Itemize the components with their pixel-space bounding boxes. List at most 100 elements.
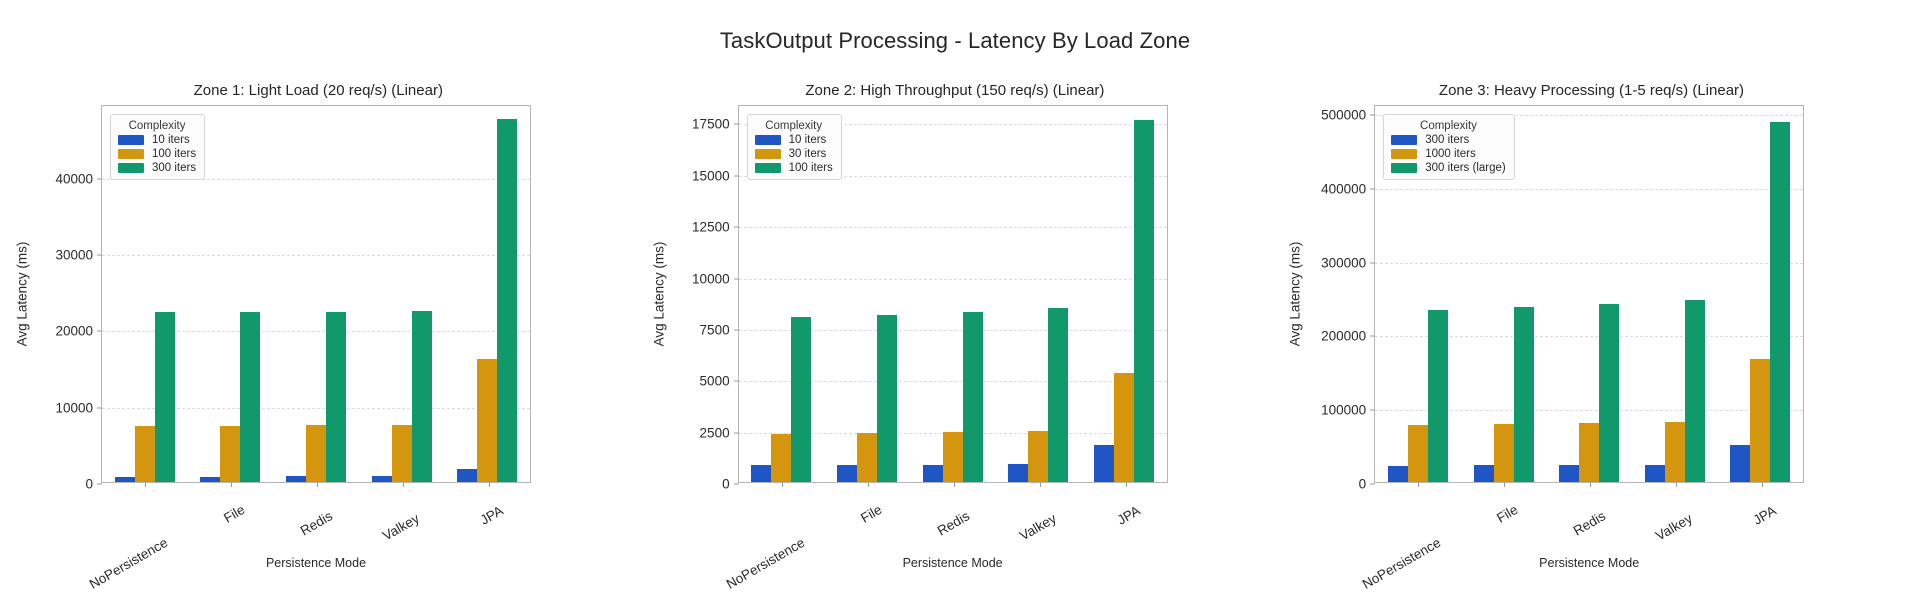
y-tick-label: 0 <box>722 476 730 492</box>
bar <box>876 314 897 482</box>
legend-swatch-icon <box>1391 149 1418 159</box>
legend-item[interactable]: 300 iters <box>118 162 196 174</box>
legend-item[interactable]: 100 iters <box>118 148 196 160</box>
bar-group <box>1473 106 1534 482</box>
bar-group <box>751 106 812 482</box>
bar <box>1048 308 1069 482</box>
bar <box>1093 445 1114 482</box>
bar <box>1407 425 1428 482</box>
plot-axes: 0 100000 200000 300000 400000 500000 NoPersist… <box>1321 105 1805 592</box>
y-tick-label: 17500 <box>692 116 730 132</box>
chart-legend[interactable]: Complexity 300 iters 1000 iters 300 iters (… <box>1383 114 1515 180</box>
x-tick-mark <box>953 482 955 487</box>
bar <box>942 432 963 482</box>
legend-item[interactable]: 300 iters (large) <box>1391 162 1506 174</box>
y-gridline <box>102 331 530 333</box>
x-tick-label: Valkey <box>1016 510 1059 544</box>
y-gridline <box>738 175 1167 177</box>
y-gridline <box>738 227 1167 229</box>
bar <box>1579 423 1600 482</box>
y-tick-mark <box>97 178 102 180</box>
bar-group <box>1387 106 1448 482</box>
bar <box>154 312 175 482</box>
y-tick-label: 100000 <box>1321 402 1367 418</box>
bar <box>1770 122 1791 482</box>
x-tick-mark <box>1039 482 1041 487</box>
x-tick-mark <box>1762 482 1764 487</box>
y-tick-mark <box>733 123 739 125</box>
y-tick-label: 300000 <box>1321 255 1367 271</box>
y-tick-mark <box>97 254 102 256</box>
legend-item[interactable]: 10 iters <box>118 134 196 146</box>
legend-swatch-icon <box>754 149 781 159</box>
legend-item-label: 10 iters <box>152 134 190 146</box>
bar <box>1513 307 1534 482</box>
y-gridline <box>1375 262 1804 264</box>
legend-item[interactable]: 1000 iters <box>1391 148 1506 160</box>
subplot-3: Zone 3: Heavy Processing (1-5 req/s) (Li… <box>1273 82 1910 592</box>
bar <box>220 425 241 482</box>
bar-plot-area <box>1375 106 1803 482</box>
subplot-title: Zone 1: Light Load (20 req/s) (Linear) <box>193 82 443 99</box>
y-tick-mark <box>1370 409 1376 411</box>
x-tick-mark <box>317 482 318 487</box>
legend-item-label: 100 iters <box>152 148 197 160</box>
bar <box>497 119 518 482</box>
y-axis-label: Avg Latency (ms) <box>1287 241 1303 347</box>
chart-legend[interactable]: Complexity 10 iters 100 iters 300 iters <box>110 114 206 180</box>
y-tick-mark <box>1370 114 1376 116</box>
plot-axes: 0 2500 5000 7500 10000 12500 15000 17500 NoPersi… <box>692 105 1168 592</box>
legend-item-label: 10 iters <box>788 134 827 146</box>
bar <box>1493 424 1514 482</box>
x-tick-mark <box>1418 482 1420 487</box>
legend-item[interactable]: 300 iters <box>1391 134 1506 146</box>
bar-plot-area <box>102 106 530 482</box>
legend-item-label: 30 iters <box>788 148 827 160</box>
x-tick-label: File <box>1494 501 1521 526</box>
y-tick-mark <box>1370 483 1376 485</box>
y-tick-mark <box>733 226 739 228</box>
y-tick-mark <box>1370 188 1376 190</box>
y-tick-mark <box>733 432 739 434</box>
bar <box>240 312 261 482</box>
bar-group <box>371 106 432 482</box>
legend-item[interactable]: 10 iters <box>754 134 833 146</box>
legend-title: Complexity <box>128 120 186 132</box>
legend-item[interactable]: 30 iters <box>754 148 833 160</box>
subplot-title: Zone 2: High Throughput (150 req/s) (Lin… <box>805 82 1105 99</box>
y-tick-label: 15000 <box>692 168 730 184</box>
x-axis-label: Persistence Mode <box>902 556 1003 570</box>
x-axis-label: Persistence Mode <box>265 556 367 570</box>
bar <box>200 476 221 482</box>
x-tick-label: Redis <box>1570 508 1609 539</box>
legend-item[interactable]: 100 iters <box>754 162 833 174</box>
x-tick-mark <box>489 482 490 487</box>
y-gridline <box>102 254 530 256</box>
y-axis-label: Avg Latency (ms) <box>651 241 667 347</box>
y-gridline <box>102 178 530 180</box>
legend-swatch-icon <box>1391 135 1418 145</box>
chart-legend[interactable]: Complexity 10 iters 30 iters 100 iters <box>746 114 842 180</box>
bar <box>114 476 135 482</box>
legend-item-label: 100 iters <box>788 162 833 174</box>
subplot-row: Zone 1: Light Load (20 req/s) (Linear) Av… <box>0 82 1910 592</box>
y-tick-label: 0 <box>1358 476 1367 492</box>
x-tick-mark <box>781 482 783 487</box>
x-tick-mark <box>1504 482 1506 487</box>
subplot-2: Zone 2: High Throughput (150 req/s) (Lin… <box>637 82 1274 592</box>
bar <box>1599 304 1620 482</box>
bar <box>962 311 983 482</box>
bar-group <box>114 106 175 482</box>
legend-item-label: 300 iters (large) <box>1425 162 1506 174</box>
bar <box>1559 465 1580 482</box>
y-tick-label: 30000 <box>55 247 93 263</box>
y-tick-mark <box>733 483 739 485</box>
legend-title: Complexity <box>1420 120 1477 132</box>
y-tick-label: 500000 <box>1321 107 1367 123</box>
bar-group <box>1644 106 1705 482</box>
x-tick-mark <box>867 482 869 487</box>
bar <box>1008 464 1029 482</box>
x-axis-label: Persistence Mode <box>1539 556 1640 570</box>
y-tick-label: 400000 <box>1321 181 1367 197</box>
bar-group <box>285 106 346 482</box>
